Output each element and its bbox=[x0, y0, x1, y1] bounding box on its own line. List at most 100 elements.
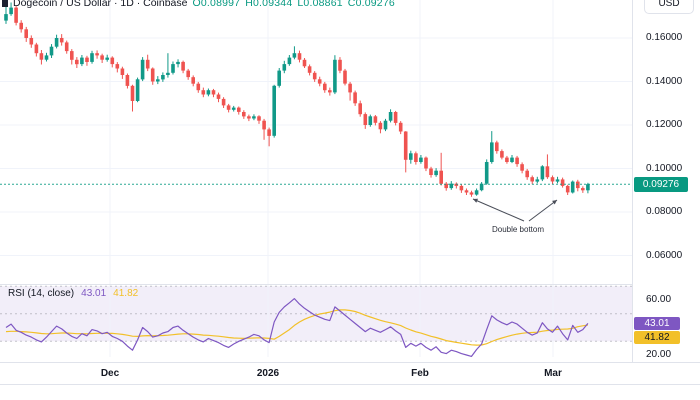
price-tick-label: 0.14000 bbox=[646, 75, 683, 87]
time-axis-label[interactable]: Mar bbox=[544, 368, 562, 379]
rsi-ma-value: 41.82 bbox=[113, 288, 139, 299]
candle-body bbox=[449, 183, 454, 189]
price-axis[interactable]: USD 0.09276 43.01 41.82 0.16000 0.14000 0.… bbox=[633, 0, 700, 400]
candle-body bbox=[186, 70, 190, 78]
candle-body bbox=[307, 66, 312, 73]
candle-body bbox=[252, 116, 256, 119]
axis-separator bbox=[632, 0, 633, 383]
candle-body bbox=[469, 192, 474, 195]
candle-body bbox=[64, 42, 69, 52]
candle-body bbox=[85, 57, 89, 62]
candle-body bbox=[34, 44, 39, 54]
candle-body bbox=[484, 162, 489, 184]
candle-body bbox=[459, 185, 464, 191]
candle-body bbox=[216, 94, 221, 99]
candle-body bbox=[267, 129, 271, 136]
rsi-indicator-pane[interactable] bbox=[0, 285, 632, 357]
price-tick-label: 0.10000 bbox=[646, 162, 683, 174]
candle-body bbox=[277, 70, 281, 86]
rsi-value: 43.01 bbox=[81, 288, 107, 299]
rsi-label[interactable]: RSI (14, close) bbox=[8, 288, 75, 299]
candle-body bbox=[317, 79, 322, 84]
candle-body bbox=[292, 53, 297, 58]
candle-body bbox=[444, 183, 448, 189]
candle-body bbox=[323, 83, 327, 91]
candle-body bbox=[156, 79, 160, 82]
time-axis-label[interactable]: 2026 bbox=[256, 368, 280, 379]
candle-body bbox=[4, 14, 8, 21]
candle-body bbox=[363, 114, 368, 125]
candle-body bbox=[282, 64, 287, 71]
candle-body bbox=[211, 90, 216, 95]
ohlc-high: H0.09344 bbox=[245, 0, 293, 9]
candle-body bbox=[515, 157, 519, 165]
candle-body bbox=[586, 184, 590, 191]
candle-body bbox=[257, 116, 261, 121]
candle-body bbox=[191, 77, 195, 84]
candle-body bbox=[338, 59, 342, 71]
last-price-tag: 0.09276 bbox=[634, 176, 688, 192]
symbol-title[interactable]: Dogecoin / US Dollar · 1D · Coinbase bbox=[13, 0, 188, 9]
candle-body bbox=[29, 38, 34, 45]
candle-body bbox=[231, 107, 236, 110]
candle-body bbox=[237, 107, 241, 112]
rsi-tick-label: 20.00 bbox=[646, 349, 672, 360]
candle-body bbox=[419, 157, 423, 162]
candle-body bbox=[49, 46, 54, 56]
candle-body bbox=[105, 57, 109, 60]
rsi-value-badge: 43.01 bbox=[634, 316, 680, 330]
candle-body bbox=[171, 64, 175, 73]
candle-body bbox=[414, 153, 418, 162]
candle-body bbox=[39, 53, 44, 60]
candle-body bbox=[495, 142, 499, 152]
candle-body bbox=[54, 38, 59, 47]
candle-body bbox=[520, 164, 524, 171]
time-axis-label[interactable]: Feb bbox=[411, 368, 429, 379]
candle-body bbox=[535, 179, 540, 182]
candle-body bbox=[44, 55, 49, 60]
candle-body bbox=[226, 105, 231, 110]
price-chart-pane[interactable] bbox=[0, 0, 632, 284]
ohlc-open: O0.08997 bbox=[192, 0, 241, 9]
candle-body bbox=[434, 170, 438, 176]
candle-body bbox=[272, 85, 276, 136]
candle-body bbox=[70, 51, 74, 60]
symbol-legend[interactable]: Dogecoin / US Dollar · 1D · Coinbase O0.… bbox=[2, 0, 395, 9]
double-bottom-annotation[interactable]: Double bottom bbox=[491, 225, 545, 234]
arrow-line-icon bbox=[528, 199, 558, 222]
candle-body bbox=[555, 179, 560, 182]
candle-body bbox=[19, 22, 23, 30]
candles bbox=[4, 2, 590, 197]
candle-body bbox=[550, 177, 555, 182]
candle-body bbox=[181, 61, 185, 71]
time-axis[interactable]: Dec 2026 Feb Mar bbox=[0, 362, 700, 385]
time-axis-label[interactable]: Dec bbox=[100, 368, 120, 379]
candle-body bbox=[333, 59, 337, 93]
candle-body bbox=[429, 168, 433, 175]
rsi-legend[interactable]: RSI (14, close) 43.01 41.82 bbox=[8, 288, 138, 299]
annotation-arrows bbox=[472, 198, 558, 222]
candle-body bbox=[464, 190, 469, 193]
candle-body bbox=[570, 181, 575, 193]
candle-body bbox=[312, 72, 317, 80]
candle-body bbox=[59, 38, 64, 43]
candle-body bbox=[166, 72, 170, 75]
price-tick-label: 0.06000 bbox=[646, 249, 683, 261]
candle-body bbox=[14, 7, 18, 23]
rsi-tick-label: 60.00 bbox=[646, 294, 672, 305]
price-tick-label: 0.08000 bbox=[646, 206, 683, 217]
candle-body bbox=[388, 112, 393, 121]
pane-separator[interactable] bbox=[0, 284, 700, 285]
candle-body bbox=[242, 112, 246, 117]
candle-body bbox=[348, 83, 352, 93]
arrow-head-icon bbox=[473, 198, 478, 203]
rsi-ma-badge: 41.82 bbox=[634, 330, 680, 344]
currency-button[interactable]: USD bbox=[644, 0, 694, 14]
candle-body bbox=[500, 151, 504, 158]
price-tick-label: 0.16000 bbox=[646, 32, 683, 43]
candle-body bbox=[24, 29, 28, 38]
candle-body bbox=[525, 170, 529, 178]
candle-body bbox=[403, 131, 408, 160]
candle-body bbox=[247, 116, 251, 119]
